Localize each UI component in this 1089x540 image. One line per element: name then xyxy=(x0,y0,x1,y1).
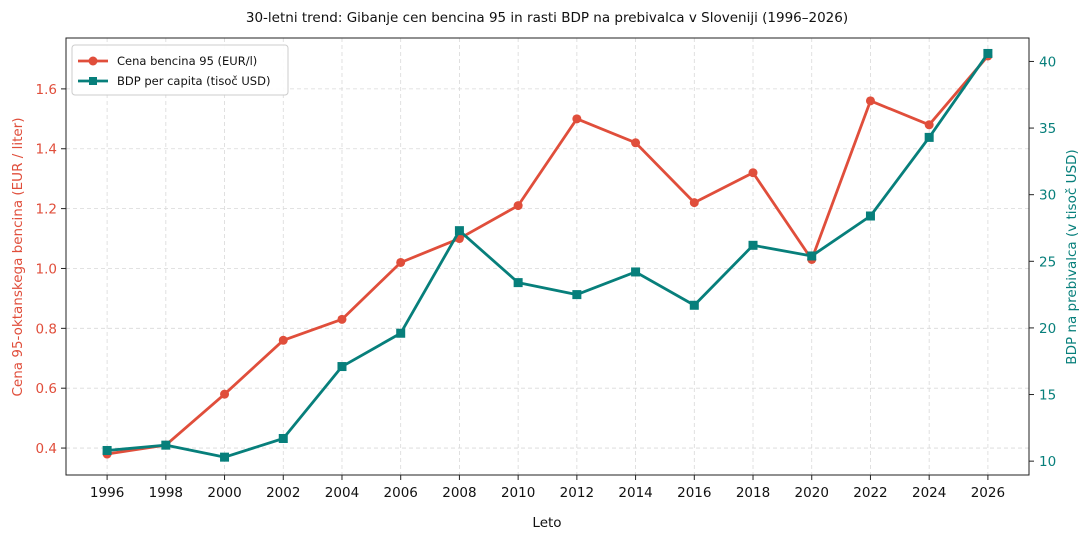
x-tick-label: 1996 xyxy=(90,485,124,501)
data-point-petrol xyxy=(337,314,347,324)
y-left-tick-label: 0.8 xyxy=(36,321,57,337)
x-axis: 1996 1998 2000 2002 2004 2006 2008 2010 2012 2014… xyxy=(90,475,1005,501)
y-right-tick-label: 35 xyxy=(1039,121,1056,137)
y-left-tick-label: 0.4 xyxy=(36,441,57,457)
y-axis-left-label: Cena 95-oktanskega bencina (EUR / liter) xyxy=(10,118,26,397)
data-point-petrol xyxy=(572,114,582,124)
x-tick-label: 2004 xyxy=(325,485,359,501)
x-tick-label: 2002 xyxy=(266,485,300,501)
y-right-tick-label: 30 xyxy=(1039,188,1056,204)
data-point-gdp xyxy=(337,362,347,372)
data-point-petrol xyxy=(220,389,230,399)
y-right-tick-label: 25 xyxy=(1039,254,1056,270)
y-axis-right: 10 15 20 25 30 35 40 xyxy=(1029,54,1056,470)
y-left-tick-label: 1.4 xyxy=(36,142,57,158)
data-point-petrol xyxy=(513,201,523,211)
x-tick-label: 2022 xyxy=(853,485,887,501)
data-point-gdp xyxy=(102,445,112,455)
y-right-tick-label: 15 xyxy=(1039,388,1056,404)
legend-label-gdp: BDP per capita (tisoč USD) xyxy=(117,74,270,88)
x-tick-label: 2010 xyxy=(501,485,535,501)
series-line-gdp xyxy=(105,52,990,459)
data-point-gdp xyxy=(513,278,523,288)
x-tick-label: 1998 xyxy=(149,485,183,501)
y-left-tick-label: 1.6 xyxy=(36,82,57,98)
legend-label-petrol: Cena bencina 95 (EUR/l) xyxy=(117,54,257,68)
y-axis-left: 0.4 0.6 0.8 1.0 1.2 1.4 1.6 xyxy=(36,82,66,457)
data-point-petrol xyxy=(631,138,641,148)
x-axis-label: Leto xyxy=(532,515,561,531)
data-point-petrol xyxy=(748,168,758,178)
data-point-gdp xyxy=(454,226,464,236)
data-point-gdp xyxy=(572,290,582,300)
x-tick-label: 2024 xyxy=(912,485,946,501)
data-point-petrol xyxy=(396,257,406,267)
data-point-gdp xyxy=(865,211,875,221)
data-point-gdp xyxy=(220,452,230,462)
data-point-petrol xyxy=(278,335,288,345)
y-axis-right-label: BDP na prebivalca (v tisoč USD) xyxy=(1064,149,1080,364)
legend-box xyxy=(71,44,289,96)
data-point-petrol xyxy=(689,198,699,208)
x-tick-label: 2014 xyxy=(618,485,652,501)
x-tick-label: 2012 xyxy=(560,485,594,501)
series-line-petrol xyxy=(105,54,990,456)
x-tick-label: 2016 xyxy=(677,485,711,501)
x-tick-label: 2006 xyxy=(384,485,418,501)
data-point-gdp xyxy=(396,328,406,338)
x-tick-label: 2000 xyxy=(207,485,241,501)
legend-marker-gdp xyxy=(89,77,97,85)
x-tick-label: 2008 xyxy=(442,485,476,501)
grid xyxy=(66,38,1029,475)
y-left-tick-label: 1.2 xyxy=(36,202,57,218)
y-right-tick-label: 10 xyxy=(1039,454,1056,470)
plot-area xyxy=(65,37,1030,476)
data-point-gdp xyxy=(924,132,934,142)
data-point-gdp xyxy=(161,440,171,450)
legend: Cena bencina 95 (EUR/l) BDP per capita (… xyxy=(71,44,289,96)
x-tick-label: 2020 xyxy=(795,485,829,501)
data-point-petrol xyxy=(924,120,934,130)
data-point-gdp xyxy=(807,251,817,261)
y-right-tick-label: 40 xyxy=(1039,54,1056,70)
x-tick-label: 2018 xyxy=(736,485,770,501)
data-point-gdp xyxy=(278,433,288,443)
data-point-petrol xyxy=(865,96,875,106)
data-point-gdp xyxy=(748,240,758,250)
legend-marker-petrol xyxy=(88,56,98,66)
chart-title: 30-letni trend: Gibanje cen bencina 95 i… xyxy=(246,10,848,26)
y-right-tick-label: 20 xyxy=(1039,321,1056,337)
y-left-tick-label: 1.0 xyxy=(36,261,57,277)
x-tick-label: 2026 xyxy=(971,485,1005,501)
y-left-tick-label: 0.6 xyxy=(36,381,57,397)
data-point-gdp xyxy=(689,300,699,310)
data-point-gdp xyxy=(983,48,993,58)
series-layer xyxy=(102,48,993,462)
data-point-gdp xyxy=(631,267,641,277)
